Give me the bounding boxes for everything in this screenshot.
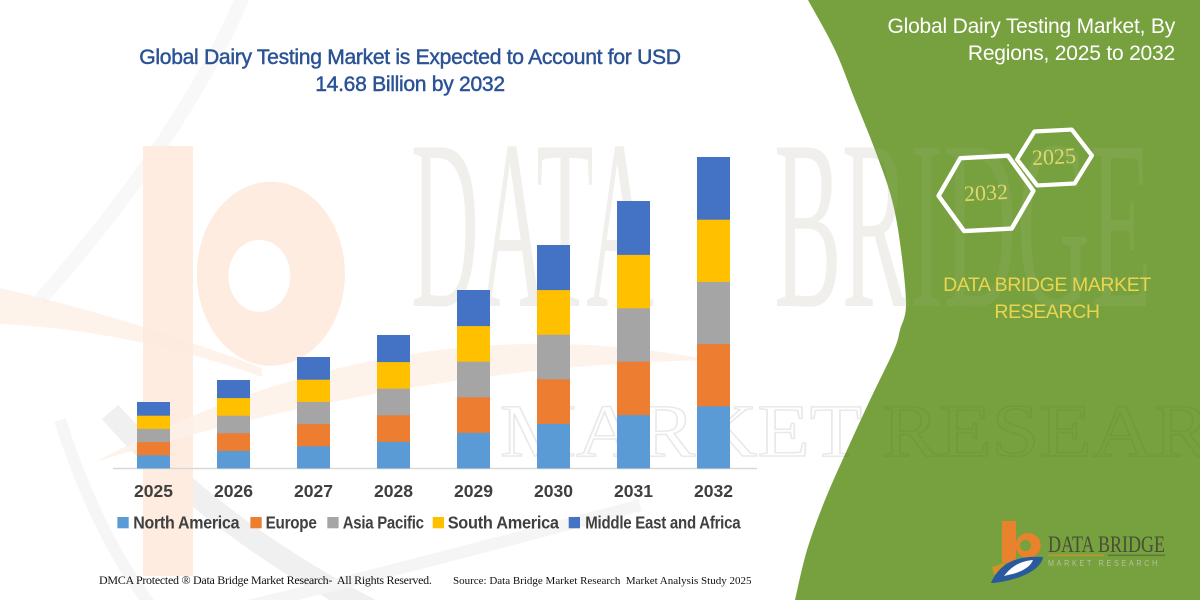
- svg-text:2032: 2032: [694, 481, 733, 501]
- svg-text:Asia Pacific: Asia Pacific: [343, 513, 424, 533]
- svg-text:MARKET RESEARCH: MARKET RESEARCH: [1048, 559, 1160, 568]
- svg-text:14.68 Billion by 2032: 14.68 Billion by 2032: [315, 73, 505, 96]
- svg-text:2031: 2031: [614, 481, 653, 501]
- svg-text:2028: 2028: [374, 481, 413, 501]
- svg-text:Middle East and Africa: Middle East and Africa: [585, 513, 740, 533]
- svg-text:2027: 2027: [294, 481, 333, 501]
- svg-text:2029: 2029: [454, 481, 493, 501]
- svg-text:Source: Data Bridge Market Res: Source: Data Bridge Market Research Mark…: [453, 575, 752, 587]
- svg-text:DATA BRIDGE MARKET: DATA BRIDGE MARKET: [943, 274, 1151, 296]
- svg-text:2026: 2026: [214, 481, 253, 501]
- svg-text:Global Dairy Testing Market is: Global Dairy Testing Market is Expected …: [139, 46, 681, 69]
- svg-text:North America: North America: [133, 513, 240, 533]
- svg-text:DMCA Protected ® Data Bridge M: DMCA Protected ® Data Bridge Market Rese…: [99, 573, 432, 587]
- svg-text:Europe: Europe: [266, 513, 317, 533]
- svg-text:DATA: DATA: [411, 91, 654, 359]
- svg-text:South America: South America: [448, 513, 560, 533]
- svg-text:Global Dairy Testing Market, B: Global Dairy Testing Market, By: [887, 15, 1175, 38]
- svg-text:Regions, 2025 to 2032: Regions, 2025 to 2032: [968, 42, 1175, 65]
- svg-text:2025: 2025: [1031, 143, 1076, 170]
- svg-text:RESEARCH: RESEARCH: [994, 301, 1099, 323]
- svg-text:2030: 2030: [534, 481, 573, 501]
- svg-text:2025: 2025: [134, 481, 173, 501]
- svg-text:DATA BRIDGE: DATA BRIDGE: [1048, 532, 1165, 557]
- svg-text:2032: 2032: [963, 179, 1008, 206]
